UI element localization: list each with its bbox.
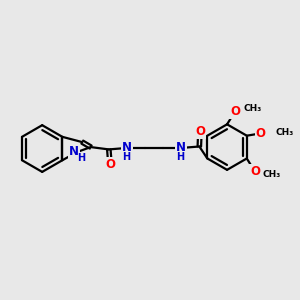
Text: CH₃: CH₃ — [276, 128, 294, 137]
Text: N: N — [176, 142, 186, 154]
Text: N: N — [69, 145, 79, 158]
Text: CH₃: CH₃ — [263, 169, 281, 178]
Text: H: H — [77, 154, 85, 164]
Text: O: O — [105, 158, 115, 171]
Text: H: H — [122, 152, 130, 162]
Text: H: H — [177, 152, 185, 162]
Text: O: O — [250, 165, 260, 178]
Text: O: O — [230, 105, 240, 118]
Text: N: N — [122, 142, 132, 154]
Text: O: O — [256, 127, 266, 140]
Text: CH₃: CH₃ — [243, 104, 262, 113]
Text: O: O — [195, 125, 205, 138]
